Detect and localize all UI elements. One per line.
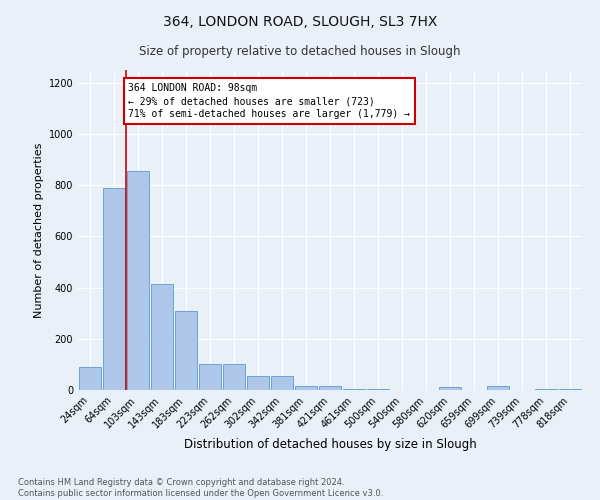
Bar xyxy=(79,367,101,390)
Bar xyxy=(559,388,581,390)
Bar xyxy=(103,188,125,390)
Bar xyxy=(127,171,149,390)
Bar xyxy=(271,376,293,390)
Bar xyxy=(535,388,557,390)
Text: 364 LONDON ROAD: 98sqm
← 29% of detached houses are smaller (723)
71% of semi-de: 364 LONDON ROAD: 98sqm ← 29% of detached… xyxy=(128,83,410,119)
Bar xyxy=(223,364,245,390)
X-axis label: Distribution of detached houses by size in Slough: Distribution of detached houses by size … xyxy=(184,438,476,451)
Text: Size of property relative to detached houses in Slough: Size of property relative to detached ho… xyxy=(139,45,461,58)
Text: 364, LONDON ROAD, SLOUGH, SL3 7HX: 364, LONDON ROAD, SLOUGH, SL3 7HX xyxy=(163,15,437,29)
Bar xyxy=(175,310,197,390)
Bar xyxy=(151,284,173,390)
Y-axis label: Number of detached properties: Number of detached properties xyxy=(34,142,44,318)
Bar xyxy=(439,388,461,390)
Bar xyxy=(199,364,221,390)
Bar xyxy=(295,386,317,390)
Bar xyxy=(487,386,509,390)
Bar xyxy=(343,388,365,390)
Bar xyxy=(319,386,341,390)
Text: Contains HM Land Registry data © Crown copyright and database right 2024.
Contai: Contains HM Land Registry data © Crown c… xyxy=(18,478,383,498)
Bar xyxy=(247,376,269,390)
Bar xyxy=(367,388,389,390)
